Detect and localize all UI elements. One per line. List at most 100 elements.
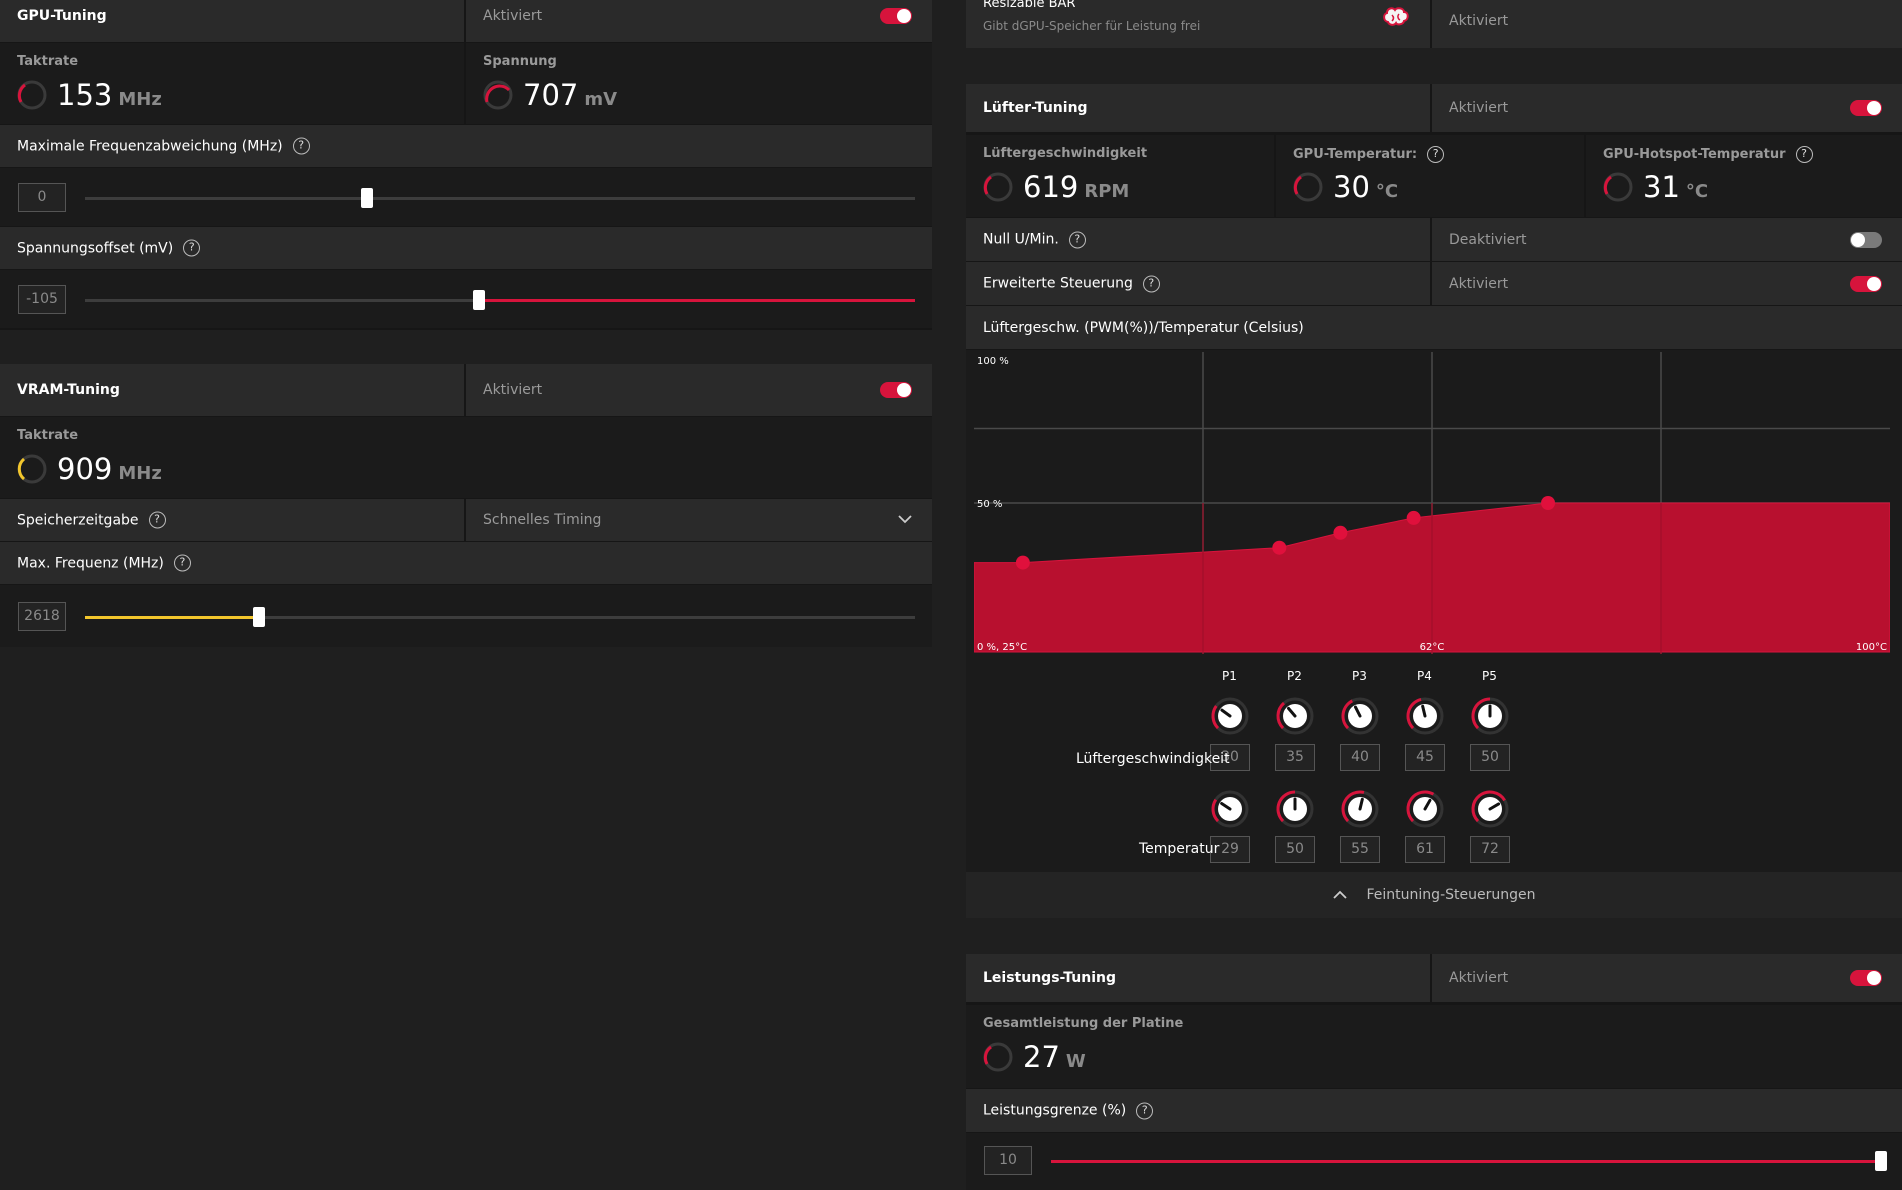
speed-knob-p3[interactable]	[1340, 696, 1380, 736]
gpu-clock-metric: Taktrate 153 MHz	[0, 43, 466, 124]
fan-tuning-toggle[interactable]	[1850, 100, 1882, 116]
voltage-offset-slider-row: -105	[0, 270, 932, 328]
row-temp-label: Temperatur	[1139, 841, 1220, 857]
gpu-temp-unit: °C	[1375, 181, 1399, 202]
vram-tuning-panel: VRAM-Tuning Aktiviert Taktrate 909 MHz S…	[0, 364, 932, 647]
gpu-tuning-title: GPU-Tuning	[17, 8, 107, 24]
max-freq-offset-label: Maximale Frequenzabweichung (MHz)	[17, 138, 283, 154]
vram-tuning-state: Aktiviert	[483, 382, 543, 398]
gpu-tuning-toggle[interactable]	[880, 8, 912, 24]
gpu-clock-value: 153	[57, 78, 113, 112]
max-freq-offset-input[interactable]: 0	[18, 183, 66, 212]
speed-knob-p2[interactable]	[1275, 696, 1315, 736]
origin-label: 0 %, 25°C	[977, 642, 1027, 653]
curve-point-p4[interactable]	[1406, 510, 1421, 525]
resizable-bar-title: Resizable BAR	[983, 0, 1076, 11]
power-tuning-toggle[interactable]	[1850, 970, 1882, 986]
vram-max-freq-track[interactable]	[85, 616, 915, 619]
speed-input-p3[interactable]: 40	[1340, 744, 1380, 771]
vram-clock-unit: MHz	[118, 463, 162, 484]
help-icon[interactable]: ?	[1068, 231, 1086, 248]
fan-tuning-title: Lüfter-Tuning	[983, 100, 1088, 116]
temp-input-p4[interactable]: 61	[1405, 836, 1445, 863]
gpu-tuning-header: GPU-Tuning	[0, 0, 466, 42]
row-speed-label: Lüftergeschwindigkeit	[1076, 751, 1230, 767]
temp-input-p3[interactable]: 55	[1340, 836, 1380, 863]
temp-knob-p1[interactable]	[1210, 789, 1250, 829]
fan-tuning-panel: Lüfter-Tuning Aktiviert Lüftergeschwindi…	[966, 84, 1902, 918]
hotspot-temp-value: 31	[1643, 170, 1680, 204]
speed-input-p1[interactable]: 30	[1210, 744, 1250, 771]
speed-knob-p5[interactable]	[1470, 696, 1510, 736]
vram-tuning-toggle[interactable]	[880, 382, 912, 398]
fan-speed-value: 619	[1023, 170, 1079, 204]
help-icon[interactable]: ?	[292, 137, 310, 155]
y-tick-mid: 50 %	[977, 499, 1002, 510]
resizable-bar-panel: Resizable BAR Gibt dGPU-Speicher für Lei…	[966, 0, 1902, 48]
point-label-p5: P5	[1482, 669, 1497, 683]
gpu-voltage-value: 707	[523, 78, 579, 112]
fine-tune-toggle-row[interactable]: Feintuning-Steuerungen	[966, 872, 1902, 918]
power-limit-fill	[1051, 1160, 1881, 1163]
gpu-voltage-gauge-icon	[483, 80, 513, 110]
advanced-control-label: Erweiterte Steuerung	[983, 275, 1133, 292]
fan-curve-chart[interactable]: 100 % 50 % 0 %, 25°C 62°C 100°C	[974, 352, 1890, 654]
speed-input-p2[interactable]: 35	[1275, 744, 1315, 771]
temp-knob-p4[interactable]	[1405, 789, 1445, 829]
temp-input-p1[interactable]: 29	[1210, 836, 1250, 863]
x-tick-end: 100°C	[1856, 642, 1887, 653]
memory-timing-label: Speicherzeitgabe	[17, 512, 139, 528]
help-icon[interactable]: ?	[173, 554, 191, 572]
speed-knob-p1[interactable]	[1210, 696, 1250, 736]
gpu-voltage-unit: mV	[584, 89, 618, 110]
voltage-offset-input[interactable]: -105	[18, 285, 66, 314]
power-limit-input[interactable]: 10	[984, 1146, 1032, 1175]
advanced-control-toggle[interactable]	[1850, 275, 1882, 292]
voltage-offset-thumb[interactable]	[473, 290, 486, 310]
fan-speed-metric: Lüftergeschwindigkeit 619 RPM	[966, 135, 1276, 217]
speed-input-p4[interactable]: 45	[1405, 744, 1445, 771]
point-label-p2: P2	[1287, 669, 1302, 683]
curve-point-p2[interactable]	[1272, 540, 1287, 555]
memory-timing-value: Schnelles Timing	[483, 512, 602, 528]
temp-knob-p3[interactable]	[1340, 789, 1380, 829]
max-freq-offset-thumb[interactable]	[361, 188, 374, 208]
help-icon[interactable]: ?	[1427, 146, 1445, 163]
gpu-clock-unit: MHz	[118, 89, 162, 110]
curve-point-p5[interactable]	[1541, 496, 1556, 510]
vram-tuning-title: VRAM-Tuning	[17, 382, 120, 398]
fan-speed-gauge-icon	[983, 172, 1013, 202]
help-icon[interactable]: ?	[1136, 1102, 1154, 1119]
help-icon[interactable]: ?	[1795, 146, 1813, 163]
speed-input-p5[interactable]: 50	[1470, 744, 1510, 771]
gpu-voltage-label: Spannung	[483, 54, 557, 69]
gpu-clock-gauge-icon	[17, 80, 47, 110]
help-icon[interactable]: ?	[183, 239, 201, 257]
max-freq-offset-track[interactable]	[85, 197, 915, 200]
power-tuning-panel: Leistungs-Tuning Aktiviert Gesamtleistun…	[966, 954, 1902, 1190]
gpu-voltage-metric: Spannung 707 mV	[466, 43, 932, 124]
vram-max-freq-thumb[interactable]	[253, 607, 266, 627]
help-icon[interactable]: ?	[148, 511, 166, 529]
board-power-value: 27	[1023, 1040, 1060, 1074]
power-tuning-title: Leistungs-Tuning	[983, 970, 1117, 986]
zero-rpm-toggle[interactable]	[1850, 231, 1882, 248]
memory-timing-dropdown[interactable]: Schnelles Timing	[466, 499, 932, 541]
fan-speed-label: Lüftergeschwindigkeit	[983, 146, 1148, 161]
curve-point-p1[interactable]	[1015, 555, 1030, 570]
temp-input-p5[interactable]: 72	[1470, 836, 1510, 863]
temp-knob-p2[interactable]	[1275, 789, 1315, 829]
power-limit-thumb[interactable]	[1875, 1151, 1887, 1171]
help-icon[interactable]: ?	[1142, 275, 1160, 292]
voltage-offset-fill	[479, 299, 915, 302]
vram-max-freq-input[interactable]: 2618	[18, 602, 66, 631]
vram-clock-value: 909	[57, 452, 113, 486]
gpu-temp-value: 30	[1333, 170, 1370, 204]
curve-point-p3[interactable]	[1333, 525, 1348, 540]
chevron-down-icon	[898, 515, 912, 524]
hotspot-temp-metric: GPU-Hotspot-Temperatur? 31 °C	[1586, 135, 1902, 217]
temp-input-p2[interactable]: 50	[1275, 836, 1315, 863]
temp-knob-p5[interactable]	[1470, 789, 1510, 829]
speed-knob-p4[interactable]	[1405, 696, 1445, 736]
fan-speed-unit: RPM	[1084, 181, 1130, 202]
